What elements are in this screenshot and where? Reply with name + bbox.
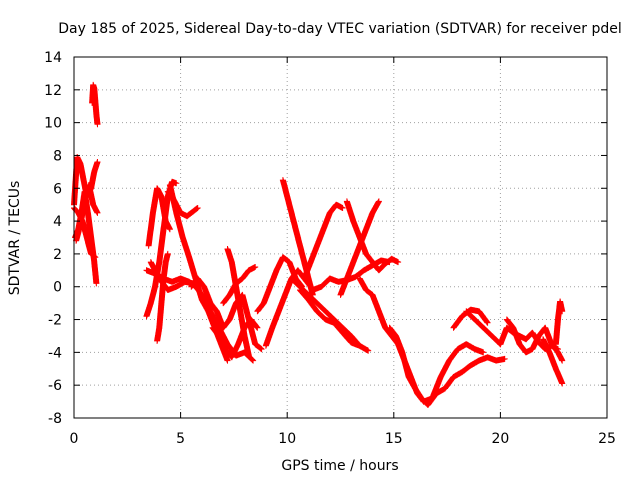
x-tick-label: 0	[70, 431, 79, 447]
series-marker-trail	[73, 182, 101, 244]
series-marker-trail	[224, 246, 252, 359]
series-arc-35	[552, 298, 566, 348]
x-axis-ticks: 0 5 10 15 20 25	[70, 57, 616, 447]
y-tick-label: 2	[53, 247, 62, 263]
y-axis-ticks: -8 -6 -4 -2 0 2 4 6 8 10 12 14	[44, 50, 607, 427]
x-tick-label: 5	[176, 431, 185, 447]
series-marker-trail	[301, 201, 346, 282]
series-arc-22	[297, 287, 372, 354]
y-tick-label: -6	[48, 378, 62, 394]
series-arc-05	[89, 81, 101, 128]
series-marker-trail	[188, 275, 265, 353]
series-arc-13	[188, 275, 265, 353]
series-arc-29	[424, 354, 508, 408]
series-marker-trail	[424, 354, 508, 408]
y-tick-label: -2	[48, 313, 62, 329]
y-tick-label: 12	[44, 83, 62, 99]
x-tick-label: 25	[598, 431, 616, 447]
series-arc-07	[145, 185, 173, 249]
series-marker-trail	[288, 275, 363, 349]
y-axis-label: SDTVAR / TECUs	[7, 181, 23, 296]
series-marker-trail	[337, 198, 382, 298]
series-marker-trail	[463, 308, 504, 348]
y-tick-label: 6	[53, 181, 62, 197]
series-marker-trail	[386, 324, 431, 408]
series-arc-34	[540, 336, 566, 387]
series-arc-25	[337, 198, 382, 298]
series-arc-20	[301, 201, 346, 282]
y-tick-label: 8	[53, 148, 62, 164]
series-arc-21	[288, 275, 363, 349]
series-arc-17	[254, 254, 306, 315]
series-marker-trail	[297, 287, 372, 354]
series-arc-27	[386, 324, 431, 408]
series-marker-trail	[145, 185, 173, 249]
x-tick-label: 10	[278, 431, 296, 447]
y-tick-label: 4	[53, 214, 62, 230]
series-arc-16	[224, 246, 252, 359]
series-arc-33	[503, 316, 566, 364]
series-marker-trail	[552, 298, 566, 348]
series-arc-12	[147, 259, 257, 364]
y-tick-label: 10	[44, 116, 62, 132]
series-marker-trail	[540, 336, 566, 387]
y-tick-label: 0	[53, 280, 62, 296]
series-arc-31	[463, 308, 504, 348]
y-tick-label: 14	[44, 50, 62, 66]
plot-frame	[73, 56, 608, 419]
x-axis-label: GPS time / hours	[281, 458, 398, 474]
y-tick-label: -4	[48, 345, 62, 361]
data-points	[71, 81, 566, 408]
y-tick-label: -8	[48, 411, 62, 427]
chart-title: Day 185 of 2025, Sidereal Day-to-day VTE…	[58, 21, 622, 37]
x-tick-label: 20	[491, 431, 509, 447]
series-marker-trail	[503, 316, 566, 364]
x-tick-label: 15	[385, 431, 403, 447]
series-arc-04	[73, 182, 101, 244]
series-marker-trail	[147, 259, 257, 364]
series-marker-trail	[89, 81, 101, 128]
series-marker-trail	[254, 254, 306, 315]
